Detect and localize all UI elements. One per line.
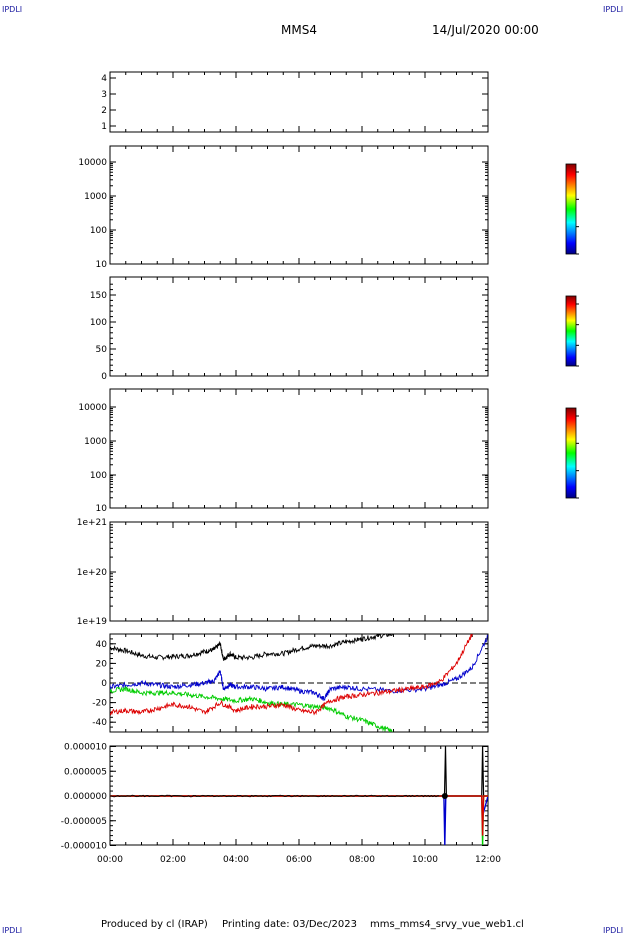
x-tick-label: 04:00 <box>223 855 249 865</box>
footer-printing: Printing date: 03/Dec/2023 <box>222 919 358 930</box>
panel2-ytick-label: 1000 <box>84 192 107 202</box>
bfield-series-line <box>110 634 473 716</box>
panel4-frame <box>109 388 489 509</box>
corner-bl-text: IPDLI <box>2 926 23 935</box>
panel7-ytick-label: 0.000000 <box>64 792 107 802</box>
panel3-frame <box>109 276 489 377</box>
date-title: 14/Jul/2020 00:00 <box>432 23 539 37</box>
x-tick-label: 06:00 <box>286 855 312 865</box>
panel2-ytick-label: 100 <box>90 226 107 236</box>
panel2-colorbar <box>565 163 577 255</box>
x-tick-label: 10:00 <box>412 855 438 865</box>
current-spike-marker <box>441 793 448 799</box>
footer-produced: Produced by cl (IRAP) <box>101 919 208 930</box>
panel3-ytick-label: 50 <box>96 345 108 355</box>
panel2-ytick-label: 10 <box>96 260 108 270</box>
panel6-ytick-label: -20 <box>92 699 107 709</box>
panel4-ytick-label: 10 <box>96 504 108 514</box>
panel5-frame <box>109 521 489 622</box>
spacecraft-title: MMS4 <box>281 23 317 37</box>
current-series-line <box>110 795 488 845</box>
panel2-ytick-label: 10000 <box>78 158 107 168</box>
panel5-ytick-label: 1e+19 <box>77 617 108 627</box>
panel1-ytick-label: 3 <box>101 90 107 100</box>
panel4-ytick-label: 100 <box>90 471 107 481</box>
panel4-colorbar <box>565 407 577 499</box>
panel4-ytick-label: 1000 <box>84 437 107 447</box>
bfield-series-line <box>110 634 394 662</box>
current-series-line <box>110 795 488 836</box>
current-series-line <box>110 746 488 797</box>
panel3-ytick-label: 0 <box>101 372 107 382</box>
panel4-ytick-label: 10000 <box>78 403 107 413</box>
current-series-line <box>110 795 488 845</box>
panel3-ytick-label: 150 <box>90 291 107 301</box>
x-tick-label: 02:00 <box>160 855 186 865</box>
corner-tl-text: IPDLI <box>2 5 23 14</box>
panel6-ytick-label: 20 <box>96 659 108 669</box>
panel6-ytick-label: -40 <box>92 718 107 728</box>
panel1-frame <box>109 71 489 133</box>
panel6-ytick-label: 40 <box>96 640 108 650</box>
x-tick-label: 12:00 <box>475 855 501 865</box>
x-tick-label: 00:00 <box>97 855 123 865</box>
panel1-ytick-label: 2 <box>101 106 107 116</box>
panel3-colorbar <box>565 295 577 367</box>
corner-br-text: IPDLI <box>603 926 624 935</box>
footer-file: mms_mms4_srvy_vue_web1.cl <box>370 919 524 930</box>
panel6-ytick-label: 0 <box>101 679 107 689</box>
panel7-ytick-label: -0.000010 <box>61 842 107 852</box>
panel7-ytick-label: 0.000010 <box>64 743 107 753</box>
current-noise-line <box>110 794 440 798</box>
panel1-ytick-label: 4 <box>101 74 107 84</box>
panel1-ytick-label: 1 <box>101 122 107 132</box>
panel3-ytick-label: 100 <box>90 318 107 328</box>
panel7-ytick-label: 0.000005 <box>64 767 107 777</box>
panel7-ytick-label: -0.000005 <box>61 817 107 827</box>
bfield-series-line <box>110 685 394 732</box>
panel2-frame <box>109 145 489 265</box>
x-tick-label: 08:00 <box>349 855 375 865</box>
corner-tr-text: IPDLI <box>603 5 624 14</box>
panel5-ytick-label: 1e+20 <box>77 568 108 578</box>
panel5-ytick-label: 1e+21 <box>77 518 107 528</box>
